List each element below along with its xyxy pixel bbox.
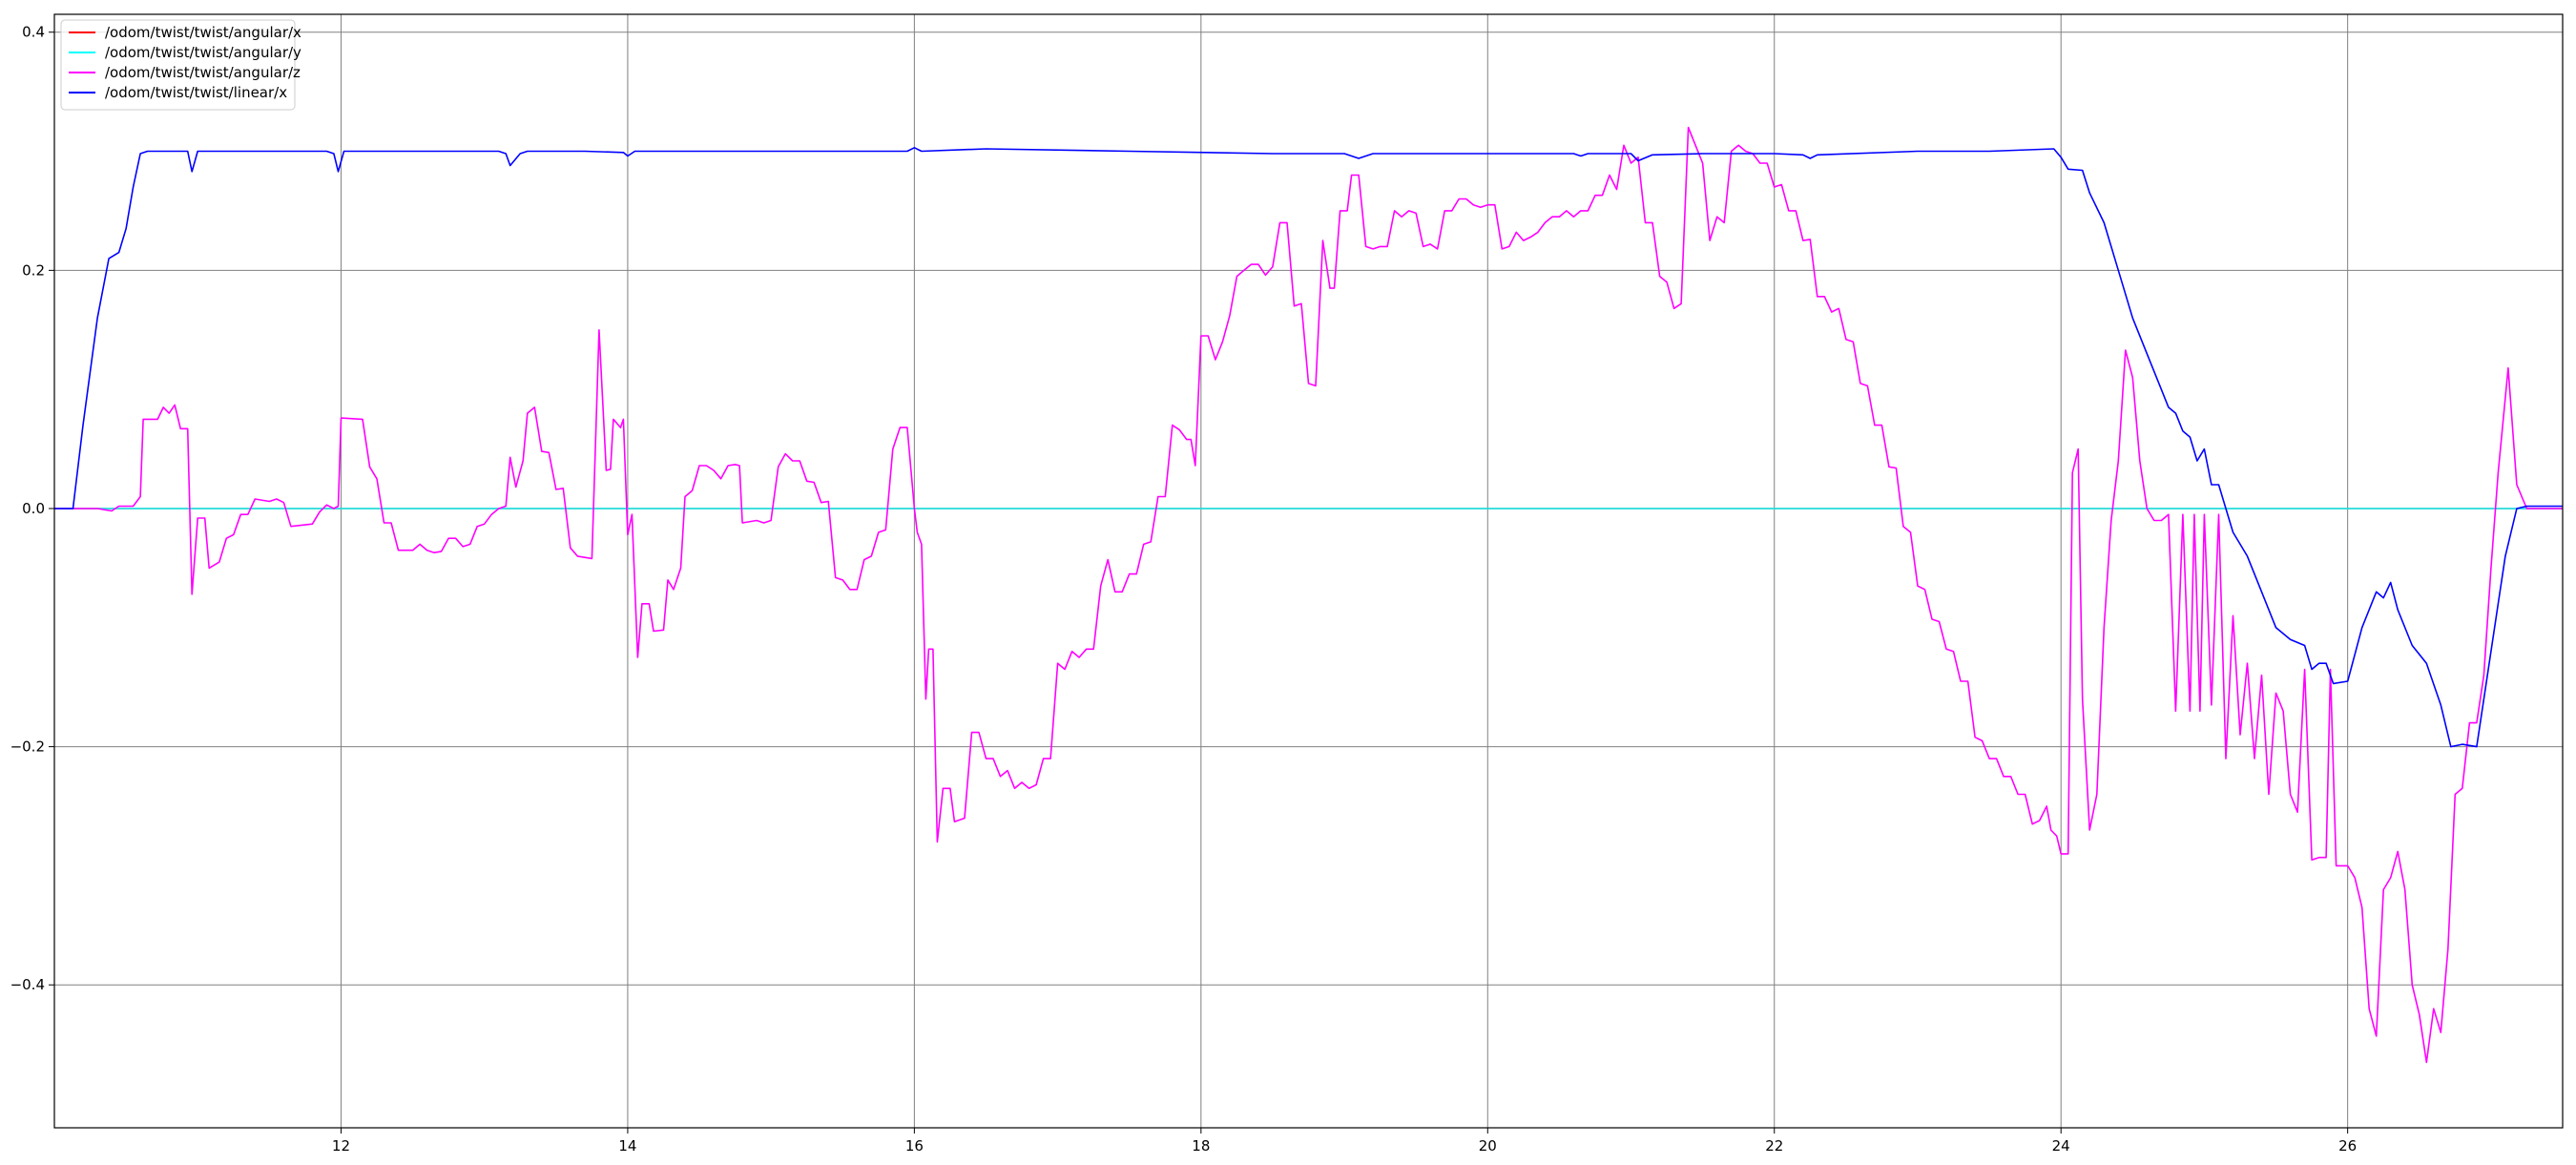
- x-tick-label: 18: [1192, 1137, 1210, 1155]
- series-line-angular-z: [54, 126, 2563, 1064]
- legend-label: /odom/twist/twist/angular/z: [105, 64, 301, 81]
- y-tick-label: 0.2: [22, 261, 45, 279]
- plot-frame: [53, 13, 2564, 1129]
- y-tick-label: −0.4: [10, 976, 45, 993]
- x-tick-label: 24: [2052, 1137, 2070, 1155]
- x-tick-label: 20: [1479, 1137, 1497, 1155]
- series-line-linear-x: [54, 147, 2563, 748]
- y-tick-label: 0.0: [22, 500, 45, 517]
- x-tick-label: 22: [1765, 1137, 1783, 1155]
- y-tick-label: 0.4: [22, 24, 45, 41]
- legend-label: /odom/twist/twist/angular/x: [105, 24, 301, 41]
- legend-label: /odom/twist/twist/angular/y: [105, 44, 301, 61]
- legend-label: /odom/twist/twist/linear/x: [105, 84, 287, 101]
- x-tick-label: 12: [332, 1137, 350, 1155]
- legend-box: [60, 19, 296, 111]
- x-tick-label: 26: [2338, 1137, 2357, 1155]
- x-tick-label: 14: [618, 1137, 636, 1155]
- axis-ticks: 12 14 16 18 20 22 24 26 0.4 0.2 0.0 −0.2 −0.4: [10, 24, 2358, 1155]
- y-tick-label: −0.2: [10, 739, 45, 756]
- plot-lines: [54, 126, 2563, 1064]
- x-tick-label: 16: [905, 1137, 924, 1155]
- legend: /odom/twist/twist/angular/x/odom/twist/t…: [60, 19, 301, 111]
